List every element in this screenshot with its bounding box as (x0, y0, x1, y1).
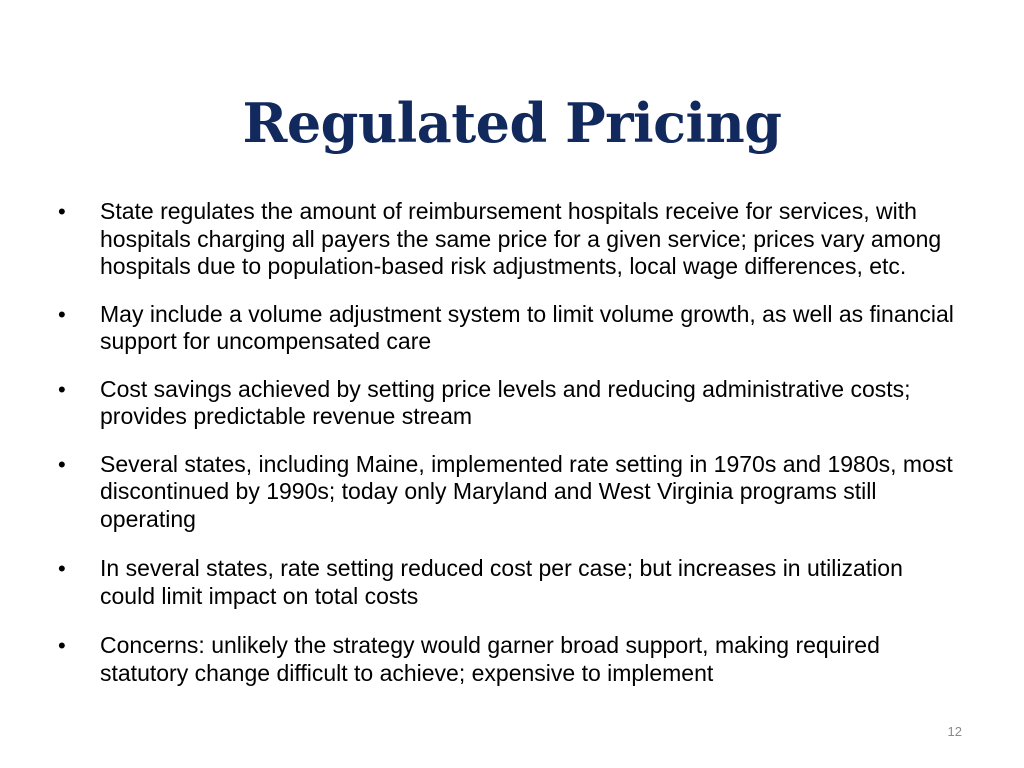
bullet-icon: • (58, 556, 66, 581)
bullet-icon: • (58, 301, 66, 327)
bullet-item: • Concerns: unlikely the strategy would … (58, 632, 958, 687)
bullet-list: • State regulates the amount of reimburs… (58, 198, 958, 707)
bullet-item: • May include a volume adjustment system… (58, 301, 958, 356)
bullet-item: • In several states, rate setting reduce… (58, 555, 958, 610)
bullet-icon: • (58, 633, 66, 658)
bullet-text: State regulates the amount of reimbursem… (100, 198, 942, 279)
bullet-text: Concerns: unlikely the strategy would ga… (100, 632, 880, 686)
bullet-text: In several states, rate setting reduced … (100, 555, 903, 609)
bullet-icon: • (58, 199, 66, 224)
slide-title: Regulated Pricing (242, 91, 782, 155)
page-number: 12 (947, 724, 962, 739)
bullet-icon: • (58, 451, 66, 477)
bullet-text: May include a volume adjustment system t… (100, 300, 954, 355)
bullet-text: Cost savings achieved by setting price l… (100, 375, 911, 430)
bullet-item: • Several states, including Maine, imple… (58, 451, 958, 534)
bullet-item: • State regulates the amount of reimburs… (58, 198, 958, 281)
bullet-text: Several states, including Maine, impleme… (100, 450, 953, 532)
bullet-item: • Cost savings achieved by setting price… (58, 376, 958, 431)
bullet-icon: • (58, 376, 66, 402)
